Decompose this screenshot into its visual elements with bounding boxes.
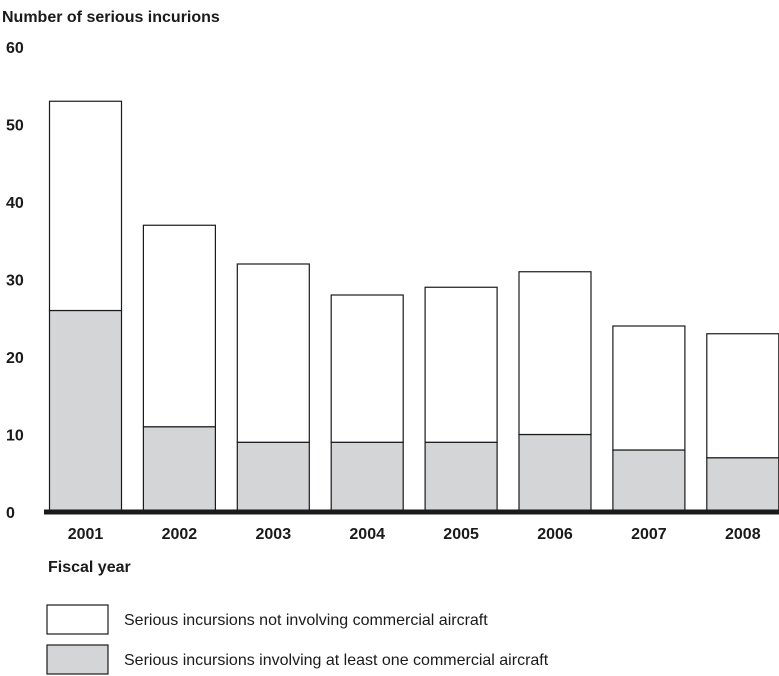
bars [48,100,779,513]
y-axis-ticks: 0 10 20 30 40 50 60 [6,40,24,522]
bar-2006-non-commercial [518,271,592,436]
legend-swatch [46,644,109,675]
x-tick-label: 2006 [537,526,573,543]
bar-2008-non-commercial [706,333,779,459]
bar-2001-non-commercial [48,100,123,312]
bar-2005-commercial [424,441,498,513]
bar-2006-commercial [518,433,592,513]
y-tick-label: 40 [6,195,24,212]
bar-2007-commercial [612,449,686,513]
bar-2002-commercial [142,426,216,513]
x-tick-label: 2001 [68,526,104,543]
x-tick-label: 2002 [162,526,198,543]
bar-2007-non-commercial [612,325,686,451]
x-axis-ticks: 2001 2002 2003 2004 2005 2006 2007 2008 [68,526,761,543]
x-tick-label: 2005 [443,526,479,543]
bar-2008-commercial [706,457,779,513]
x-tick-label: 2007 [631,526,667,543]
bar-2003-non-commercial [236,263,310,443]
bar-2002-non-commercial [142,224,216,428]
legend-swatch [46,604,109,635]
legend-label: Serious incursions not involving commerc… [124,612,488,629]
x-tick-label: 2003 [256,526,292,543]
x-axis-title: Fiscal year [48,559,131,576]
bar-2001-commercial [48,309,123,513]
y-tick-label: 60 [6,40,24,57]
y-tick-label: 0 [6,505,15,522]
bar-2004-commercial [330,441,404,513]
legend: Serious incursions not involving commerc… [46,604,549,675]
y-tick-label: 30 [6,273,24,290]
y-tick-label: 50 [6,118,24,135]
bar-2005-non-commercial [424,286,498,443]
bar-2003-commercial [236,441,310,513]
y-axis-title: Number of serious incurions [2,9,220,26]
x-tick-label: 2004 [349,526,385,543]
y-tick-label: 10 [6,428,24,445]
y-tick-label: 20 [6,350,24,367]
bar-2004-non-commercial [330,294,404,443]
legend-label: Serious incursions involving at least on… [124,652,549,669]
x-tick-label: 2008 [725,526,761,543]
